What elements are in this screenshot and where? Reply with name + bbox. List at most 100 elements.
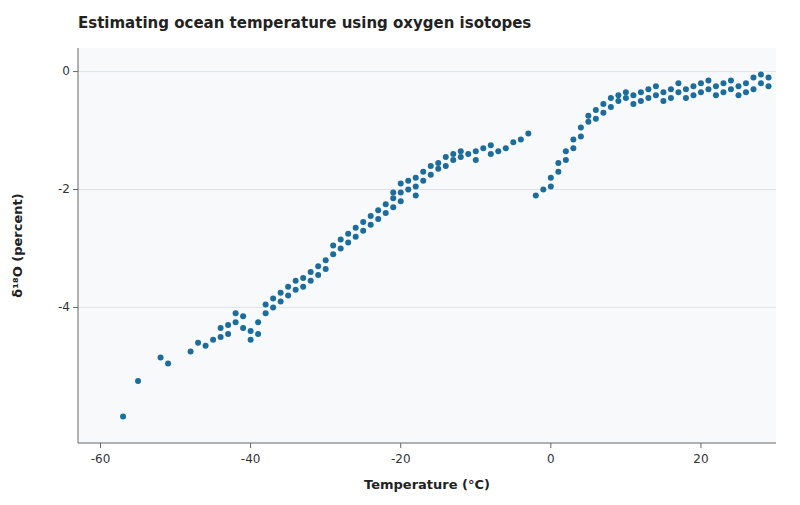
x-tick [250, 443, 251, 448]
point [600, 101, 606, 107]
x-axis-label: Temperature (°C) [364, 477, 490, 492]
x-tick [100, 443, 101, 448]
point [570, 145, 576, 151]
point [743, 80, 749, 86]
point [533, 192, 539, 198]
point [308, 269, 314, 275]
point [638, 98, 644, 104]
point [158, 355, 164, 361]
point [615, 92, 621, 98]
point [465, 151, 471, 157]
point [248, 328, 254, 334]
point [705, 86, 711, 92]
point [593, 116, 599, 122]
point [225, 331, 231, 337]
point [308, 278, 314, 284]
point [120, 413, 126, 419]
y-tick [73, 307, 78, 308]
point [398, 181, 404, 187]
x-tick [700, 443, 701, 448]
y-tick-label: -2 [58, 182, 70, 196]
point [240, 313, 246, 319]
point [758, 80, 764, 86]
point [698, 80, 704, 86]
point [668, 95, 674, 101]
point [593, 107, 599, 113]
x-tick-label: -60 [91, 452, 111, 466]
y-axis-line [78, 48, 79, 443]
y-tick [73, 189, 78, 190]
point [315, 263, 321, 269]
point [750, 74, 756, 80]
point [390, 189, 396, 195]
point [600, 110, 606, 116]
point [210, 337, 216, 343]
point [540, 186, 546, 192]
point [398, 198, 404, 204]
page: {"chart_data": {"type": "scatter", "titl… [0, 0, 800, 505]
point [728, 77, 734, 83]
point [345, 240, 351, 246]
point [668, 86, 674, 92]
point [653, 83, 659, 89]
point [435, 166, 441, 172]
point [450, 157, 456, 163]
point [323, 266, 329, 272]
point [608, 95, 614, 101]
point [330, 243, 336, 249]
point [278, 299, 284, 305]
point [218, 325, 224, 331]
point [368, 222, 374, 228]
y-axis-label: δ¹⁸O (percent) [10, 193, 25, 297]
point [255, 319, 261, 325]
point [300, 284, 306, 290]
point [360, 219, 366, 225]
point [300, 275, 306, 281]
x-tick [550, 443, 551, 448]
point [353, 234, 359, 240]
point [248, 337, 254, 343]
point [683, 95, 689, 101]
point [630, 92, 636, 98]
point [743, 89, 749, 95]
points [120, 72, 771, 420]
point [480, 145, 486, 151]
point [413, 192, 419, 198]
point [683, 86, 689, 92]
point [645, 86, 651, 92]
point [233, 319, 239, 325]
point [720, 80, 726, 86]
point [563, 157, 569, 163]
point [660, 89, 666, 95]
point [428, 163, 434, 169]
point [398, 189, 404, 195]
point [503, 145, 509, 151]
point [660, 98, 666, 104]
point [563, 148, 569, 154]
point [165, 360, 171, 366]
point [735, 92, 741, 98]
point [488, 142, 494, 148]
point [548, 184, 554, 190]
x-tick-label: -20 [391, 452, 411, 466]
point [413, 184, 419, 190]
point [585, 119, 591, 125]
point [435, 160, 441, 166]
point [675, 89, 681, 95]
point [405, 178, 411, 184]
point [585, 113, 591, 119]
y-tick [73, 71, 78, 72]
point [203, 343, 209, 349]
point [285, 284, 291, 290]
point [345, 231, 351, 237]
point [360, 228, 366, 234]
point [443, 154, 449, 160]
point [473, 148, 479, 154]
y-tick-label: -4 [58, 300, 70, 314]
point [330, 251, 336, 257]
point [623, 95, 629, 101]
point [653, 92, 659, 98]
point [443, 163, 449, 169]
x-tick [400, 443, 401, 448]
point [383, 201, 389, 207]
